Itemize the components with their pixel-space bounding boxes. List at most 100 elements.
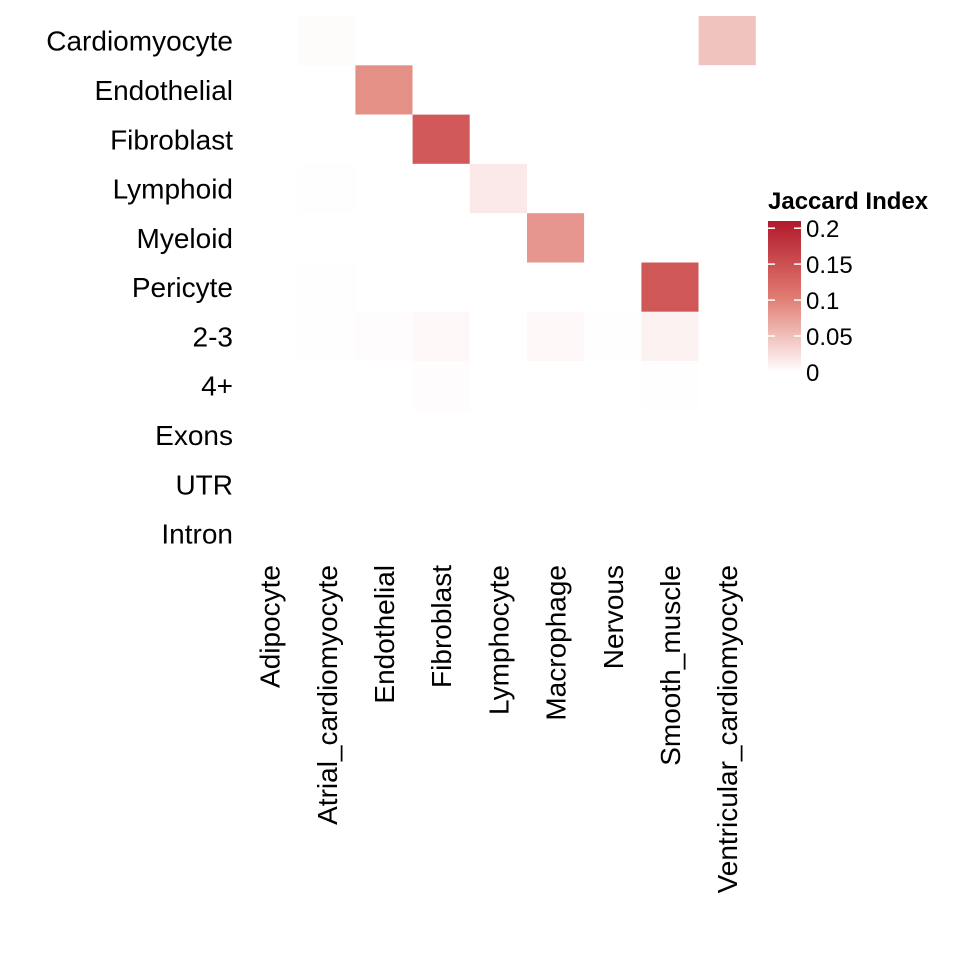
heatmap-cell (412, 361, 470, 411)
heatmap-cell (241, 311, 299, 362)
row-label: Pericyte (132, 272, 233, 303)
heatmap-cell (469, 361, 527, 411)
heatmap-cell (641, 459, 699, 509)
heatmap-cell (698, 65, 756, 115)
heatmap-cell (412, 410, 470, 460)
heatmap-cell (584, 262, 642, 312)
heatmap-cell (698, 459, 756, 509)
legend-tick-label: 0.1 (806, 288, 839, 315)
heatmap-cell (698, 114, 756, 164)
heatmap-cell (469, 311, 527, 362)
heatmap-cell (527, 16, 585, 66)
heatmap-cell (527, 65, 585, 115)
heatmap-cell (584, 213, 642, 263)
heatmap-cell (469, 114, 527, 164)
column-label: Macrophage (541, 565, 572, 721)
heatmap-cell (355, 509, 413, 559)
heatmap-cell (241, 361, 299, 411)
heatmap-cell (698, 262, 756, 312)
row-label: Intron (161, 519, 233, 550)
legend-ticks: 0.2 0.15 0.1 0.05 0 (768, 216, 853, 387)
heatmap-cell (412, 16, 470, 66)
heatmap-cell (355, 163, 413, 214)
heatmap-cell (241, 410, 299, 460)
heatmap-cell (698, 410, 756, 460)
heatmap-cell (412, 509, 470, 559)
heatmap-cell (527, 262, 585, 312)
heatmap-cell (527, 459, 585, 509)
heatmap-cell (412, 114, 470, 164)
column-label: Fibroblast (426, 565, 457, 688)
heatmap-cell (241, 163, 299, 214)
column-label: Ventricular_cardiomyocyte (712, 565, 743, 893)
column-label: Nervous (598, 565, 629, 669)
heatmap-cell (298, 114, 356, 164)
heatmap-cell (641, 163, 699, 214)
heatmap-cell (469, 509, 527, 559)
heatmap-cell (412, 213, 470, 263)
column-labels: Adipocyte Atrial_cardiomyocyte Endothelial… (255, 565, 744, 894)
heatmap-cell (584, 410, 642, 460)
heatmap-cell (355, 459, 413, 509)
row-label: Endothelial (94, 75, 233, 106)
column-label: Smooth_muscle (655, 565, 686, 766)
heatmap-cell (355, 361, 413, 411)
row-label: UTR (175, 469, 233, 500)
heatmap-cell (355, 114, 413, 164)
heatmap-cell (698, 213, 756, 263)
heatmap-cell (355, 410, 413, 460)
heatmap-cell (241, 459, 299, 509)
column-label: Endothelial (369, 565, 400, 704)
heatmap-cell (641, 213, 699, 263)
column-label: Atrial_cardiomyocyte (312, 565, 343, 825)
heatmap-cell (527, 361, 585, 411)
heatmap-cell (412, 163, 470, 214)
heatmap-cell (241, 213, 299, 263)
heatmap-cell (698, 16, 756, 66)
heatmap-cell (298, 65, 356, 115)
heatmap-cell (584, 509, 642, 559)
heatmap-cell (469, 65, 527, 115)
heatmap-cell (527, 213, 585, 263)
heatmap-cell (298, 361, 356, 411)
row-labels: Cardiomyocyte Endothelial Fibroblast Lympho… (46, 26, 233, 550)
row-label: 2-3 (193, 321, 233, 352)
heatmap-cell (641, 361, 699, 411)
legend-colorbar (768, 221, 801, 372)
heatmap-cell (412, 262, 470, 312)
heatmap-cell (469, 163, 527, 214)
heatmap-cell (584, 361, 642, 411)
heatmap-cell (412, 311, 470, 362)
heatmap-cell (584, 114, 642, 164)
row-label: Lymphoid (113, 174, 233, 205)
heatmap-cell (527, 114, 585, 164)
heatmap-cell (698, 163, 756, 214)
heatmap-cell (241, 262, 299, 312)
legend-tick-label: 0.05 (806, 324, 853, 351)
legend-title: Jaccard Index (768, 188, 929, 215)
heatmap-cell (241, 16, 299, 66)
heatmap-cell (698, 311, 756, 362)
legend-tick-label: 0.2 (806, 216, 839, 243)
row-label: 4+ (201, 371, 233, 402)
heatmap-cell (241, 114, 299, 164)
heatmap-cell (298, 410, 356, 460)
heatmap-cell (469, 16, 527, 66)
heatmap-cell (355, 262, 413, 312)
heatmap-cell (584, 311, 642, 362)
heatmap-cell (355, 213, 413, 263)
heatmap-cell (641, 65, 699, 115)
heatmap-cell (527, 509, 585, 559)
heatmap-cell (412, 65, 470, 115)
heatmap-cell (698, 361, 756, 411)
heatmap-cell (298, 311, 356, 362)
heatmap-cell (527, 311, 585, 362)
heatmap-cell (469, 410, 527, 460)
heatmap-cell (241, 509, 299, 559)
heatmap-cell (584, 65, 642, 115)
heatmap-cell (641, 114, 699, 164)
legend-tick-label: 0.15 (806, 252, 853, 279)
heatmap-cell (241, 65, 299, 115)
